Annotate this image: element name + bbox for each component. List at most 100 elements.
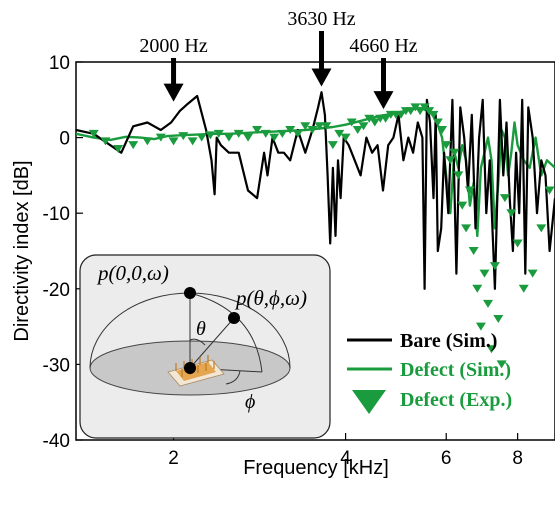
inset-phi-label: ϕ bbox=[245, 391, 255, 413]
defect-exp-marker bbox=[415, 107, 426, 116]
annotation-layer: 2000 Hz 3630 Hz 4660 Hz bbox=[139, 8, 418, 110]
tick-layer: 2 4 6 8 10 0 -10 -20 -30 -40 bbox=[43, 53, 523, 469]
defect-exp-marker bbox=[441, 141, 452, 150]
inset-top-label: p(0,0,ω) bbox=[96, 261, 169, 285]
defect-exp-marker bbox=[536, 224, 547, 233]
y-tick-label: -10 bbox=[43, 204, 70, 225]
defect-exp-marker bbox=[475, 322, 486, 331]
defect-exp-marker bbox=[445, 156, 456, 165]
defect-exp-marker bbox=[352, 126, 363, 135]
plot-frame bbox=[75, 61, 555, 441]
defect-exp-marker bbox=[243, 133, 254, 142]
y-tick-label: 0 bbox=[59, 129, 70, 150]
defect-exp-marker bbox=[233, 129, 244, 138]
defect-exp-marker bbox=[196, 133, 207, 142]
legend: Bare (Sim.) Defect (Sim.) Defect (Exp.) bbox=[347, 330, 512, 414]
defect-exp-marker bbox=[544, 186, 555, 195]
inset-side-label: p(θ,ϕ,ω) bbox=[234, 286, 307, 310]
inset-theta-arc bbox=[189, 338, 206, 346]
defect-exp-marker bbox=[346, 118, 357, 127]
defect-exp-marker bbox=[496, 360, 507, 369]
defect-exp-marker bbox=[457, 201, 468, 210]
defect-exp-marker bbox=[506, 209, 517, 218]
annotation-arrow-head bbox=[163, 83, 184, 102]
annotation-label: 3630 Hz bbox=[287, 8, 355, 30]
defect-exp-marker bbox=[88, 129, 99, 138]
defect-exp-marker bbox=[461, 224, 472, 233]
x-tick-label: 2 bbox=[168, 448, 179, 469]
defect-exp-marker bbox=[213, 129, 224, 138]
defect-exp-marker bbox=[479, 269, 490, 278]
annotation-label: 2000 Hz bbox=[139, 35, 207, 57]
plot-area bbox=[75, 61, 555, 441]
defect-exp-marker bbox=[128, 141, 139, 150]
y-tick-label: -20 bbox=[43, 280, 70, 301]
defect-exp-marker bbox=[334, 129, 345, 138]
defect-exp-marker bbox=[292, 129, 303, 138]
defect-exp-marker bbox=[142, 137, 153, 146]
y-tick-label: -40 bbox=[43, 431, 70, 452]
defect-exp-marker bbox=[428, 110, 439, 119]
defect-exp-marker bbox=[464, 186, 475, 195]
y-axis-label: Directivity index [dB] bbox=[11, 160, 33, 341]
defect-exp-marker bbox=[314, 122, 325, 131]
inset-meridian bbox=[189, 292, 263, 373]
legend-label-bare: Bare (Sim.) bbox=[400, 330, 497, 352]
defect-exp-marker bbox=[364, 114, 375, 123]
defect-exp-marker bbox=[486, 345, 497, 354]
defect-exp-marker bbox=[493, 315, 504, 324]
inset-top-point bbox=[184, 287, 196, 299]
defect-exp-marker bbox=[277, 129, 288, 138]
x-tick-label: 6 bbox=[441, 448, 452, 469]
defect-exp-marker bbox=[100, 137, 111, 146]
defect-exp-marker bbox=[453, 171, 464, 180]
legend-label-defect-exp: Defect (Exp.) bbox=[400, 389, 512, 411]
defect-exp-marker bbox=[468, 247, 479, 255]
defect-exp-marker bbox=[380, 114, 391, 123]
annotation-label: 4660 Hz bbox=[349, 35, 417, 57]
annotation-arrow-head bbox=[373, 91, 394, 110]
legend-swatch-defect-exp bbox=[352, 390, 386, 414]
defect-exp-marker bbox=[285, 126, 296, 135]
inset-phi-arc bbox=[225, 370, 241, 385]
defect-exp-marker bbox=[327, 141, 338, 150]
inset-sample-plate bbox=[167, 355, 225, 387]
defect-exp-marker bbox=[395, 110, 406, 119]
defect-exp-marker bbox=[358, 122, 369, 131]
defect-exp-marker bbox=[449, 148, 460, 157]
defect-exp-marker bbox=[178, 132, 189, 141]
defect-exp-marker bbox=[369, 118, 380, 127]
defect-exp-marker bbox=[527, 269, 538, 278]
defect-exp-marker bbox=[260, 129, 271, 138]
defect-exp-marker bbox=[489, 262, 500, 271]
x-axis-label: Frequency [kHz] bbox=[243, 457, 389, 479]
defect-exp-marker bbox=[113, 144, 124, 153]
defect-exp-marker bbox=[252, 126, 263, 135]
inset-side-point bbox=[228, 312, 240, 324]
defect-exp-marker bbox=[223, 133, 234, 142]
defect-exp-marker bbox=[432, 118, 443, 127]
defect-exp-marker bbox=[472, 284, 483, 293]
series-layer bbox=[76, 91, 555, 369]
defect-exp-marker bbox=[321, 122, 332, 131]
x-tick-label: 8 bbox=[512, 448, 523, 469]
inset-radius-line bbox=[189, 317, 235, 369]
y-tick-label: -30 bbox=[43, 355, 70, 376]
defect-exp-marker bbox=[483, 299, 494, 308]
defect-exp-marker bbox=[307, 126, 318, 135]
defect-exp-marker bbox=[269, 133, 280, 142]
defect-exp-marker bbox=[168, 137, 179, 146]
defect-exp-marker bbox=[437, 126, 448, 135]
inset-diagram: p(0,0,ω) p(θ,ϕ,ω) θ ϕ bbox=[79, 254, 331, 439]
inset-origin-point bbox=[184, 362, 196, 374]
defect-exp-marker bbox=[512, 239, 523, 248]
defect-exp-marker bbox=[155, 133, 166, 142]
inset-theta-label: θ bbox=[196, 318, 206, 340]
legend-label-defect-sim: Defect (Sim.) bbox=[400, 359, 511, 381]
x-tick-label: 4 bbox=[340, 448, 351, 469]
defect-exp-marker bbox=[499, 194, 510, 203]
defect-exp-marker bbox=[405, 107, 416, 116]
defect-exp-marker bbox=[187, 137, 198, 146]
bare-sim-line bbox=[76, 91, 555, 290]
